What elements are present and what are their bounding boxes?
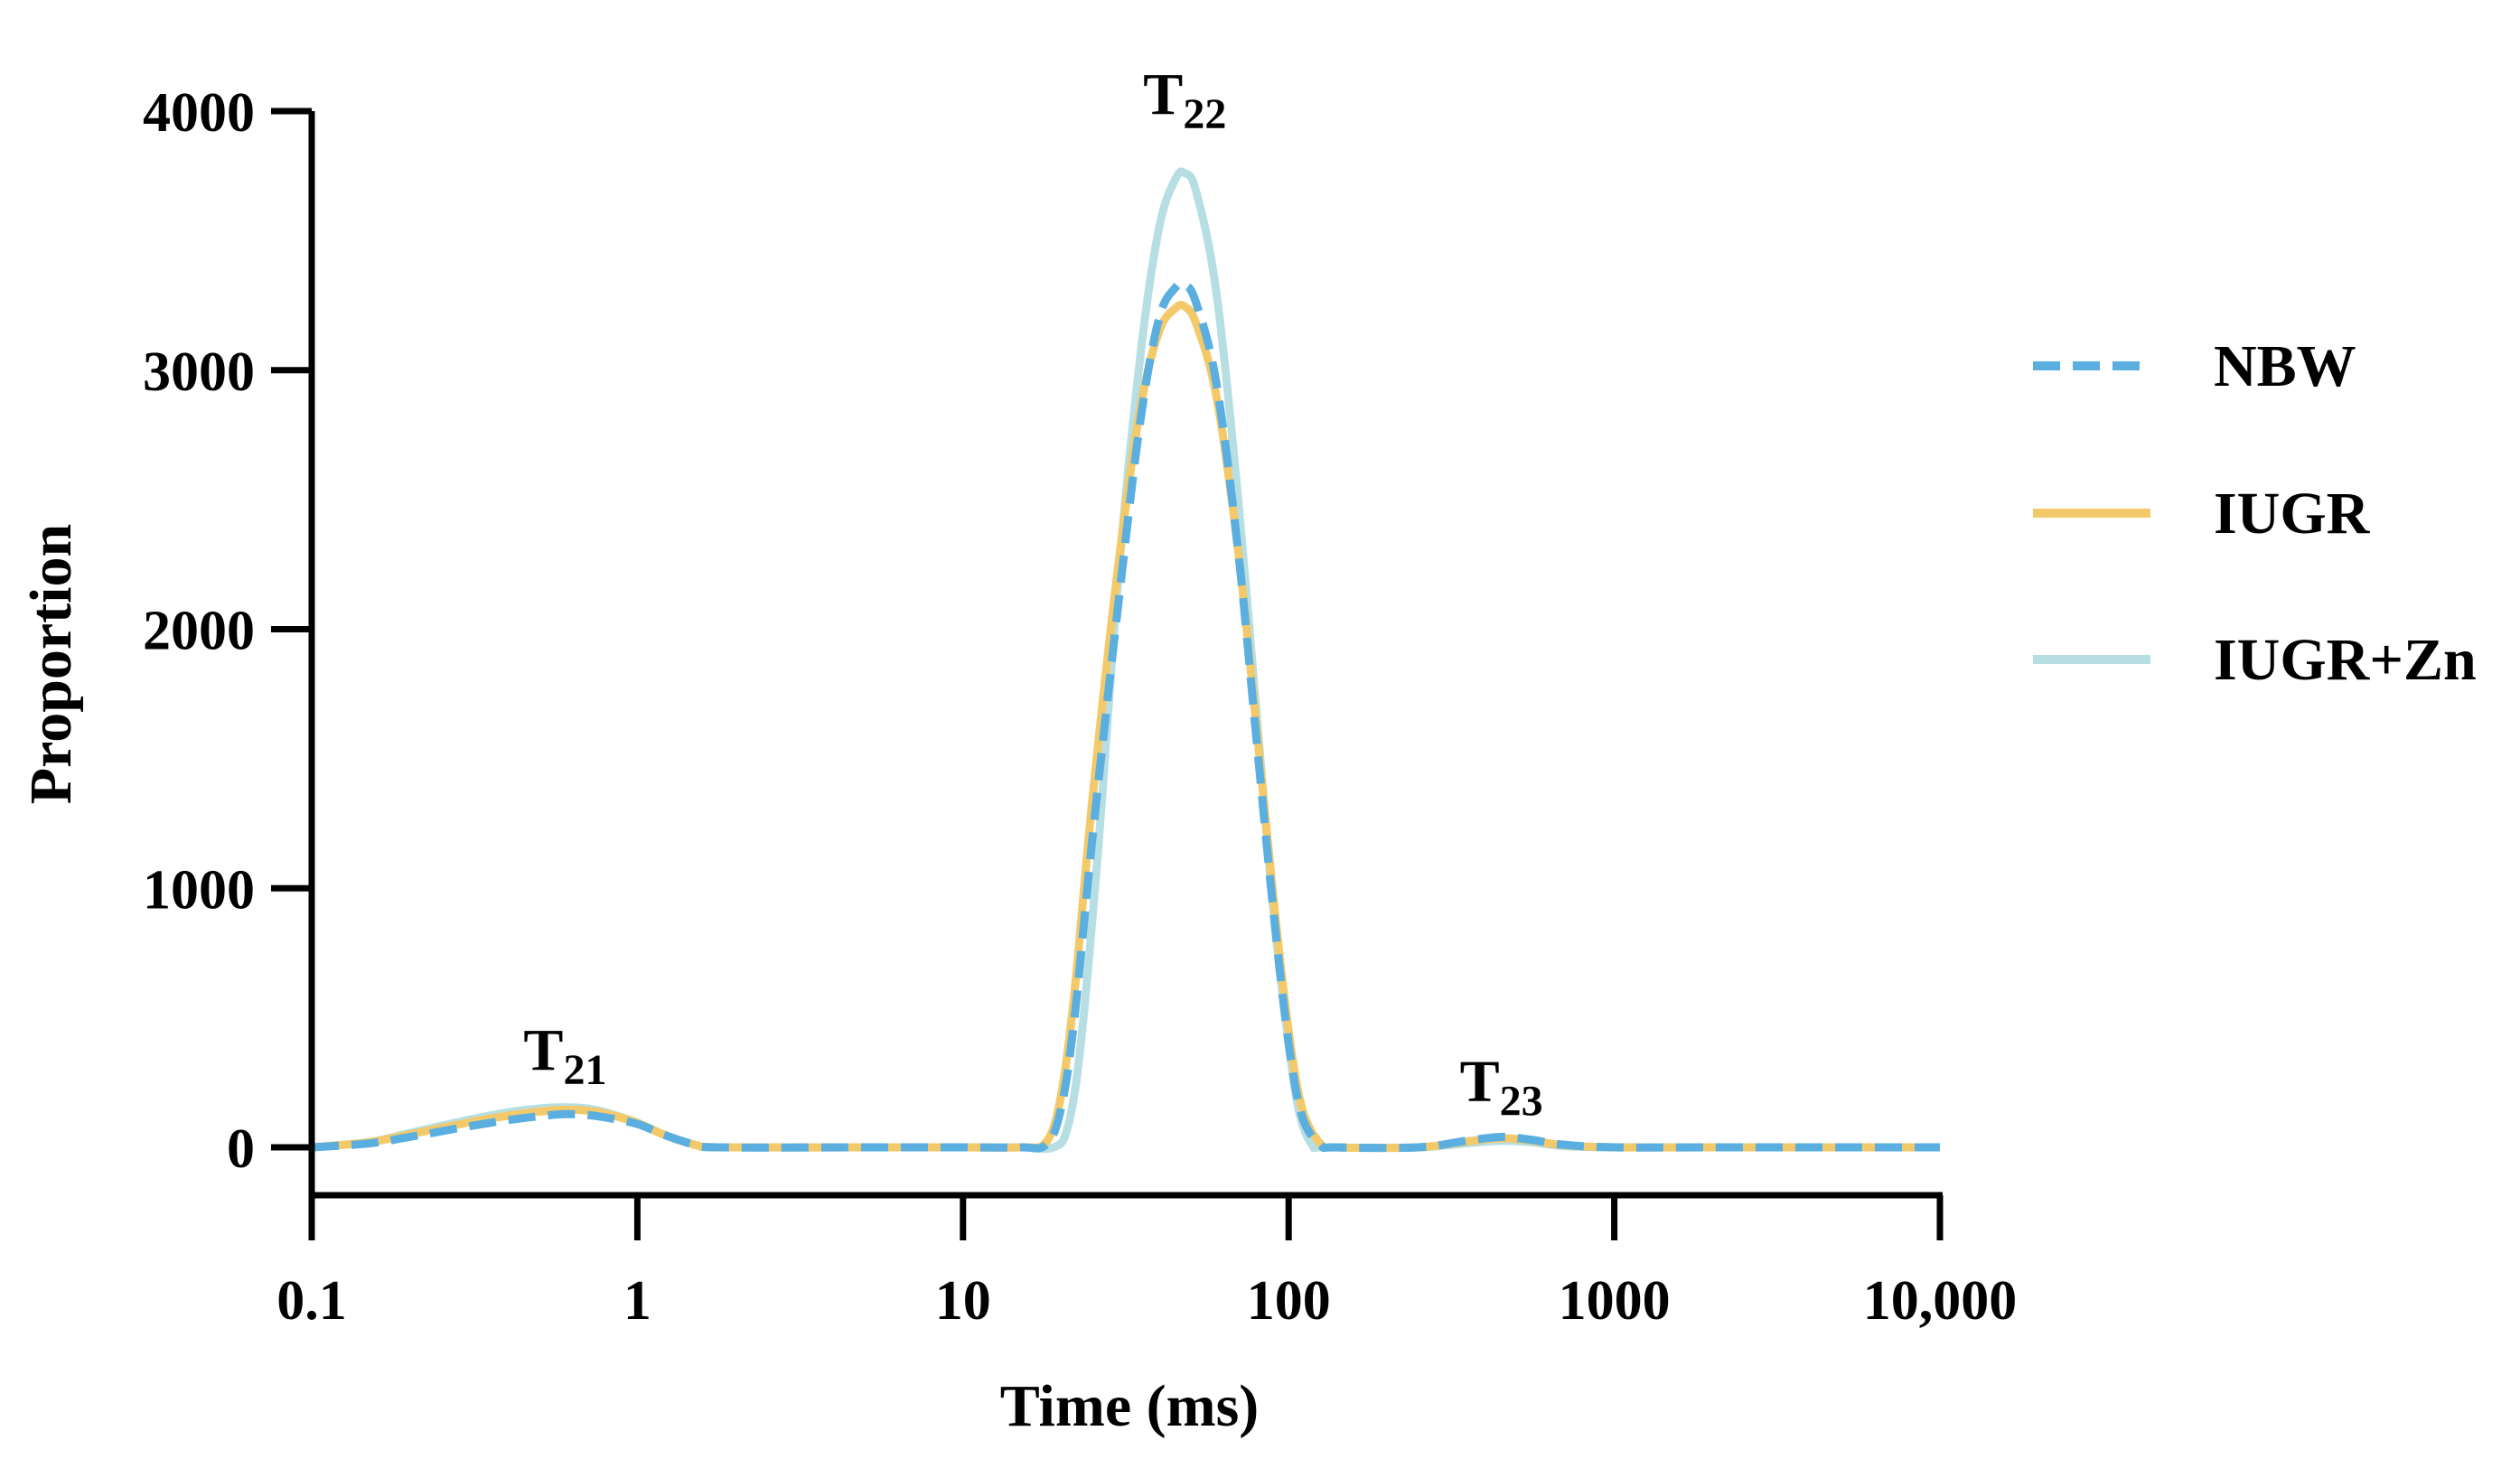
y-tick-label: 1000 — [143, 859, 255, 921]
x-axis-title: Time (ms) — [1000, 1373, 1260, 1439]
series-layer — [311, 167, 1940, 1154]
x-tick-label: 0.1 — [276, 1270, 347, 1332]
ticks-layer: 0 1000 2000 3000 4000 0.1 1 10 100 1000 10,000 — [143, 82, 2017, 1332]
x-tick-label: 10,000 — [1863, 1270, 2018, 1332]
legend-label-iugr-zn: IUGR+Zn — [2214, 627, 2477, 693]
x-tick-label: 1000 — [1559, 1270, 1671, 1332]
y-axis-title: Proportion — [18, 524, 84, 804]
y-tick-label: 4000 — [143, 82, 255, 144]
legend: NBW IUGR IUGR+Zn — [2033, 333, 2477, 693]
peak-label-t23: T23 — [1460, 1048, 1543, 1125]
y-tick-label: 2000 — [143, 601, 255, 662]
peak-label-t21: T21 — [523, 1017, 606, 1094]
axes-layer — [308, 111, 1943, 1199]
labels-layer: Time (ms) Proportion — [18, 524, 1259, 1439]
x-tick-label: 1 — [623, 1270, 651, 1332]
legend-label-iugr: IUGR — [2214, 481, 2371, 547]
y-tick-label: 0 — [227, 1118, 255, 1180]
x-tick-label: 10 — [935, 1270, 991, 1332]
legend-label-nbw: NBW — [2214, 333, 2356, 399]
x-tick-label: 100 — [1247, 1270, 1331, 1332]
peak-labels-layer: T21 T22 T23 — [523, 61, 1542, 1126]
series-line-iugr-zn — [311, 167, 1940, 1154]
peak-label-t22: T22 — [1143, 61, 1226, 138]
y-tick-label: 3000 — [143, 341, 255, 403]
series-line-nbw — [311, 278, 1940, 1153]
